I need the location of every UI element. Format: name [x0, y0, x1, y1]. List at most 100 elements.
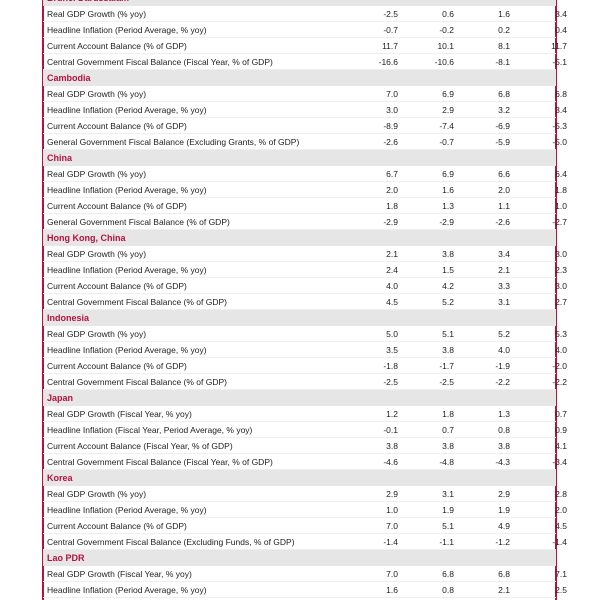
cell-value: -1.9 — [495, 361, 510, 371]
cell-value: -4.3 — [495, 457, 510, 467]
table-row: Real GDP Growth (% yoy) 2.1 3.8 3.4 3.0 — [43, 246, 567, 262]
cell-value: 1.9 — [442, 505, 454, 515]
cell-value: 11.7 — [551, 41, 567, 51]
section-header: China — [43, 150, 556, 166]
row-label: Current Account Balance (% of GDP) — [47, 361, 187, 371]
row-label: Real GDP Growth (Fiscal Year, % yoy) — [47, 409, 192, 419]
cell-value: 1.6 — [386, 585, 398, 595]
cell-value: 0.8 — [442, 585, 454, 595]
cell-value: 3.4 — [498, 249, 510, 259]
table-row: Headline Inflation (Period Average, % yo… — [43, 182, 567, 198]
cell-value: -7.4 — [439, 121, 454, 131]
row-label: Current Account Balance (% of GDP) — [47, 41, 187, 51]
table-row: Central Government Fiscal Balance (Fisca… — [43, 454, 567, 470]
row-label: Real GDP Growth (% yoy) — [47, 169, 147, 179]
cell-value: 7.0 — [386, 89, 398, 99]
cell-value: -5.3 — [552, 121, 567, 131]
cell-value: -5.9 — [495, 137, 510, 147]
cell-value: 3.2 — [498, 105, 510, 115]
cell-value: 1.0 — [386, 505, 398, 515]
section-header: Indonesia — [43, 310, 556, 326]
cell-value: -2.9 — [439, 217, 454, 227]
cell-value: -2.0 — [552, 361, 567, 371]
row-label: Headline Inflation (Period Average, % yo… — [47, 185, 207, 195]
cell-value: -10.6 — [434, 57, 454, 67]
cell-value: -16.6 — [378, 57, 398, 67]
cell-value: -0.7 — [439, 137, 454, 147]
row-label: Central Government Fiscal Balance (Exclu… — [47, 537, 295, 547]
cell-value: 3.4 — [555, 9, 567, 19]
cell-value: 5.1 — [442, 521, 454, 531]
section-header: Lao PDR — [43, 550, 556, 566]
cell-value: 4.9 — [498, 521, 510, 531]
cell-value: 3.4 — [555, 105, 567, 115]
cell-value: 4.0 — [386, 281, 398, 291]
section-header: Cambodia — [43, 70, 556, 86]
cell-value: 4.5 — [555, 521, 567, 531]
cell-value: -2.9 — [383, 217, 398, 227]
cell-value: 2.9 — [442, 105, 454, 115]
cell-value: 5.0 — [386, 329, 398, 339]
cell-value: -4.6 — [383, 457, 398, 467]
cell-value: 1.6 — [498, 9, 510, 19]
cell-value: -8.9 — [383, 121, 398, 131]
table-row: Central Government Fiscal Balance (% of … — [43, 294, 567, 310]
cell-value: -1.1 — [439, 537, 454, 547]
row-label: Current Account Balance (Fiscal Year, % … — [47, 441, 233, 451]
row-label: Headline Inflation (Period Average, % yo… — [47, 345, 207, 355]
table-row: Central Government Fiscal Balance (% of … — [43, 374, 567, 390]
row-label: Headline Inflation (Period Average, % yo… — [47, 585, 207, 595]
table-row: Headline Inflation (Fiscal Year, Period … — [43, 422, 567, 438]
section-header: Brunei Darussalam — [43, 0, 556, 6]
cell-value: 2.3 — [555, 265, 567, 275]
cell-value: 4.2 — [442, 281, 454, 291]
cell-value: -1.7 — [439, 361, 454, 371]
cell-value: 1.8 — [386, 201, 398, 211]
cell-value: 1.6 — [442, 185, 454, 195]
cell-value: 2.1 — [498, 585, 510, 595]
row-label: Current Account Balance (% of GDP) — [47, 121, 187, 131]
table-row: Current Account Balance (Fiscal Year, % … — [43, 438, 567, 454]
cell-value: -2.2 — [552, 377, 567, 387]
cell-value: -0.1 — [383, 425, 398, 435]
cell-value: 1.3 — [442, 201, 454, 211]
table-row: Headline Inflation (Period Average, % yo… — [43, 342, 567, 358]
cell-value: 3.0 — [555, 249, 567, 259]
cell-value: 1.3 — [498, 409, 510, 419]
section-header: Japan — [43, 390, 556, 406]
cell-value: 4.0 — [555, 345, 567, 355]
row-label: Central Government Fiscal Balance (% of … — [47, 377, 227, 387]
cell-value: 3.0 — [555, 281, 567, 291]
table-row: Real GDP Growth (% yoy) 5.0 5.1 5.2 5.3 — [43, 326, 567, 342]
row-label: Central Government Fiscal Balance (% of … — [47, 297, 227, 307]
table-row: Central Government Fiscal Balance (Fisca… — [43, 54, 567, 70]
cell-value: -0.2 — [439, 25, 454, 35]
table-row: Real GDP Growth (Fiscal Year, % yoy) 7.0 6… — [43, 566, 567, 582]
cell-value: -5.1 — [552, 57, 567, 67]
table-row: Current Account Balance (% of GDP) -1.8 -1… — [43, 358, 567, 374]
row-label: Real GDP Growth (% yoy) — [47, 489, 147, 499]
row-label: Current Account Balance (% of GDP) — [47, 281, 187, 291]
cell-value: 4.0 — [498, 345, 510, 355]
cell-value: 6.7 — [386, 169, 398, 179]
cell-value: 5.3 — [555, 329, 567, 339]
cell-value: 2.9 — [386, 489, 398, 499]
cell-value: 0.9 — [555, 425, 567, 435]
cell-value: -3.4 — [552, 457, 567, 467]
table-row: Real GDP Growth (% yoy) -2.5 0.6 1.6 3.4 — [43, 6, 567, 22]
cell-value: 3.8 — [386, 441, 398, 451]
cell-value: 0.4 — [555, 25, 567, 35]
cell-value: -1.2 — [495, 537, 510, 547]
table-row: Current Account Balance (% of GDP) 7.0 5.1… — [43, 518, 567, 534]
cell-value: 1.5 — [442, 265, 454, 275]
cell-value: 0.8 — [498, 425, 510, 435]
cell-value: -8.1 — [495, 57, 510, 67]
table-row: Headline Inflation (Period Average, % yo… — [43, 22, 567, 38]
cell-value: -4.8 — [439, 457, 454, 467]
row-label: Headline Inflation (Period Average, % yo… — [47, 505, 207, 515]
cell-value: 3.0 — [386, 105, 398, 115]
cell-value: 6.4 — [555, 169, 567, 179]
row-label: Headline Inflation (Fiscal Year, Period … — [47, 425, 253, 435]
cell-value: 6.9 — [442, 89, 454, 99]
